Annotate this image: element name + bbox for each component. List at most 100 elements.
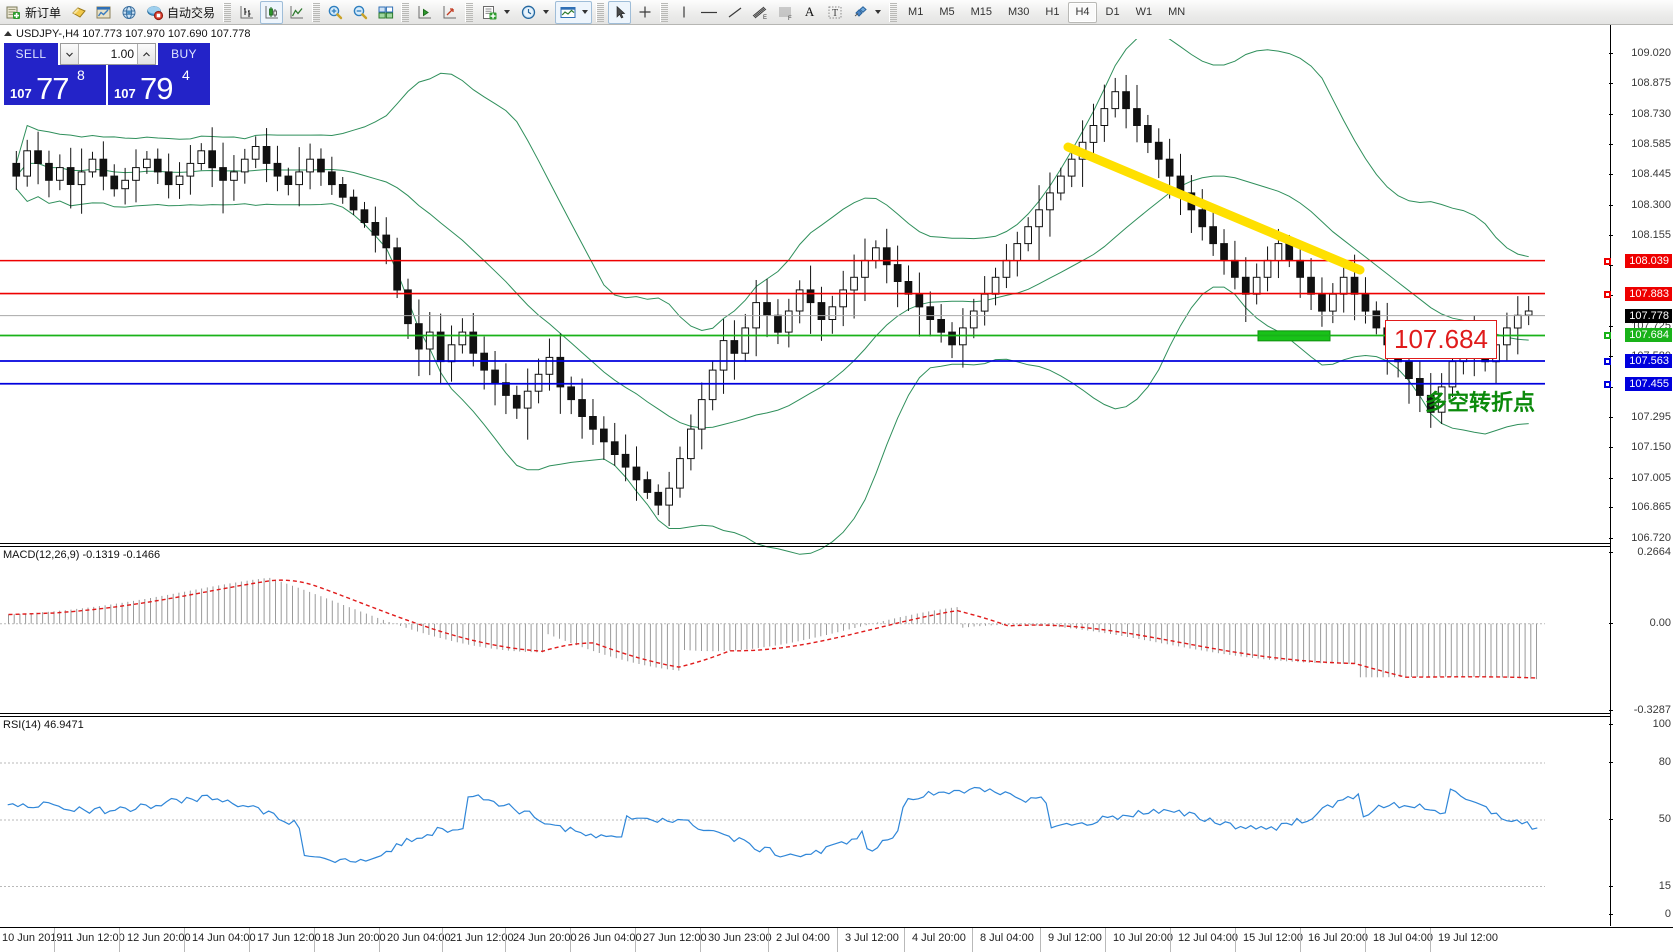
time-axis-divider [700, 928, 701, 952]
symbol-ohlc-text: USDJPY-,H4 107.773 107.970 107.690 107.7… [16, 28, 251, 40]
rsi-tick: 80 [1609, 756, 1673, 768]
price-tick: 108.875 [1609, 77, 1673, 89]
level-drag-handle[interactable] [1604, 257, 1611, 265]
timeframe-mn[interactable]: MN [1168, 5, 1186, 18]
text-label-tool-button[interactable]: T [823, 1, 846, 24]
rsi-tick: 100 [1609, 718, 1673, 730]
equidistant-channel-button[interactable]: E [748, 1, 771, 24]
line-chart-button[interactable] [285, 1, 308, 24]
price-callout-box[interactable]: 107.684 [1385, 320, 1497, 359]
price-tick: 108.155 [1609, 229, 1673, 241]
timeframe-w1[interactable]: W1 [1135, 5, 1153, 18]
tile-windows-icon [378, 6, 393, 18]
market-watch-button[interactable] [117, 1, 140, 24]
objects-chevron-down-icon[interactable] [875, 10, 882, 14]
period-chevron-down-icon[interactable] [543, 10, 550, 14]
time-axis[interactable]: 10 Jun 2019 11 Jun 12:00 12 Jun 20:00 14 Ju… [0, 927, 1673, 952]
chart-canvas[interactable]: USDJPY-,H4 107.773 107.970 107.690 107.7… [0, 25, 1673, 952]
time-axis-divider [768, 928, 769, 952]
horizontal-line-tool-button[interactable] [697, 1, 721, 24]
sell-price-button[interactable]: 107 77 8 [4, 65, 106, 105]
timeframe-m5[interactable]: M5 [939, 5, 955, 18]
volume-stepper[interactable]: 1.00 [60, 43, 156, 65]
timeframe-m1[interactable]: M1 [908, 5, 924, 18]
price-level-107-883[interactable]: 107.883 [1625, 286, 1672, 301]
macd-axis[interactable]: 0.2664 0.00 -0.3287 [1609, 546, 1673, 716]
new-order-button[interactable]: 新订单 [1, 1, 65, 24]
candlestick-chart-button[interactable] [260, 0, 284, 24]
zoom-out-button[interactable] [349, 1, 372, 24]
period-button[interactable] [516, 1, 553, 24]
timeframe-h4[interactable]: H4 [1068, 1, 1097, 23]
zoom-in-button[interactable] [324, 1, 347, 24]
time-axis-divider [119, 928, 120, 952]
price-level-107-563[interactable]: 107.563 [1625, 354, 1672, 368]
chart-annotation-text[interactable]: 多空转折点 [1425, 391, 1536, 416]
timeframe-group: M1 M5 M15 M30 H1 H4 D1 W1 MN [900, 1, 1193, 23]
macd-plot [0, 577, 1545, 680]
cursor-tool-button[interactable] [608, 0, 632, 24]
price-tick: 107.295 [1609, 411, 1673, 423]
level-drag-handle[interactable] [1604, 290, 1611, 298]
price-axis[interactable]: 109.020 108.875 108.730 108.585 108.445 108.3… [1604, 25, 1673, 926]
buy-header-label[interactable]: BUY [158, 43, 210, 65]
timeframe-h1[interactable]: H1 [1045, 5, 1060, 18]
one-click-trading-panel[interactable]: SELL 1.00 BUY [4, 43, 210, 105]
data-window-button[interactable] [92, 1, 115, 24]
text-tool-button[interactable]: A [798, 1, 821, 24]
rsi-pane-separator-2 [0, 716, 1610, 717]
toolbar-separator-4 [465, 2, 474, 22]
text-label-icon: T [828, 6, 842, 19]
crosshair-tool-button[interactable] [633, 1, 656, 24]
time-axis-divider [1235, 928, 1236, 952]
crosshair-icon [639, 6, 651, 17]
svg-text:E: E [763, 15, 767, 21]
rsi-axis[interactable]: 100 80 50 15 0 [1609, 717, 1673, 926]
autotrade-button[interactable]: 自动交易 [142, 1, 219, 24]
auto-scroll-button[interactable] [438, 1, 461, 24]
time-tick-label: 18 Jun 20:00 [322, 932, 386, 944]
collapse-triangle-icon[interactable] [4, 31, 12, 36]
timeframe-m30[interactable]: M30 [1008, 5, 1030, 18]
time-tick-label: 20 Jun 04:00 [387, 932, 451, 944]
templates-button[interactable] [477, 1, 514, 24]
time-axis-divider [1365, 928, 1366, 952]
time-axis-divider [505, 928, 506, 952]
volume-increase-button[interactable] [137, 44, 155, 64]
trendline-tool-button[interactable] [723, 1, 746, 24]
time-axis-divider [314, 928, 315, 952]
timeframe-m15[interactable]: M15 [970, 5, 992, 18]
level-drag-handle[interactable] [1604, 332, 1611, 340]
time-tick-label: 21 Jun 12:00 [450, 932, 514, 944]
rsi-plot [0, 762, 1545, 887]
volume-decrease-button[interactable] [61, 44, 79, 64]
indicators-chevron-down-icon[interactable] [582, 10, 589, 14]
macd-tick: -0.3287 [1609, 704, 1673, 716]
rsi-tick: 0 [1609, 908, 1673, 920]
sell-price-fraction: 8 [77, 67, 85, 83]
bar-chart-button[interactable] [235, 1, 258, 24]
price-level-107-778[interactable]: 107.778 [1625, 308, 1672, 323]
chart-shift-button[interactable] [413, 1, 436, 24]
indicators-button[interactable] [555, 0, 593, 24]
toolbar-separator-2 [312, 2, 321, 22]
volume-value[interactable]: 1.00 [110, 47, 134, 61]
time-axis-divider [442, 928, 443, 952]
tile-windows-button[interactable] [374, 1, 397, 24]
templates-chevron-down-icon[interactable] [504, 10, 511, 14]
svg-text:F: F [788, 16, 792, 21]
price-level-107-455[interactable]: 107.455 [1625, 376, 1672, 391]
level-drag-handle[interactable] [1604, 380, 1611, 388]
sell-header-label[interactable]: SELL [4, 43, 58, 65]
symbols-button[interactable] [67, 1, 90, 24]
time-tick-label: 9 Jul 12:00 [1048, 932, 1102, 944]
level-drag-handle[interactable] [1604, 358, 1611, 365]
price-level-108-039[interactable]: 108.039 [1625, 253, 1672, 268]
objects-list-button[interactable] [848, 1, 885, 24]
buy-price-button[interactable]: 107 79 4 [108, 65, 210, 105]
timeframe-d1[interactable]: D1 [1105, 5, 1120, 18]
vertical-line-tool-button[interactable] [672, 1, 695, 24]
price-level-107-684[interactable]: 107.684 [1625, 328, 1672, 343]
fibonacci-tool-button[interactable]: F [773, 1, 796, 24]
